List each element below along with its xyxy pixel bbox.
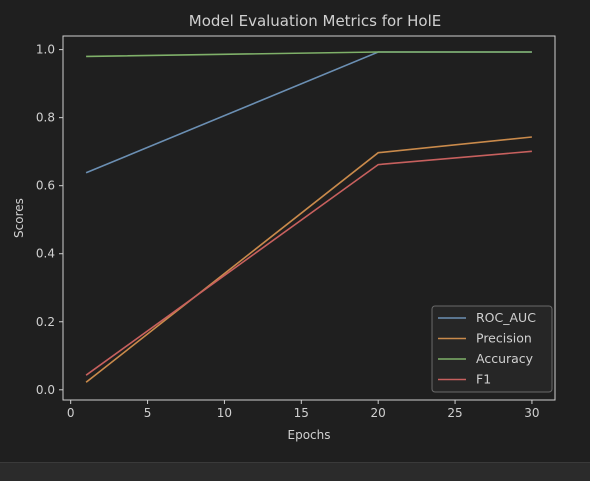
x-tick-label: 30 (524, 406, 539, 420)
y-tick-label: 0.8 (36, 111, 55, 125)
y-tick-label: 0.2 (36, 315, 55, 329)
x-tick-label: 15 (294, 406, 309, 420)
x-axis-label: Epochs (288, 428, 331, 442)
plot-frame (62, 35, 556, 401)
tick-layer: 0 5 10 15 20 25 30 0.0 0.2 0.4 0.6 0.8 1.0 (36, 43, 540, 420)
series-layer (85, 51, 532, 383)
chart-area: Model Evaluation Metrics for HolE Scores… (12, 12, 556, 442)
x-tick-label: 0 (67, 406, 75, 420)
legend: ROC_AUC Precision Accuracy F1 (431, 305, 553, 393)
y-tick-label: 0.4 (36, 247, 55, 261)
y-tick-label: 0.6 (36, 179, 55, 193)
y-axis-label: Scores (12, 198, 26, 238)
series-line-accuracy (86, 51, 532, 58)
bottom-panel-strip (0, 462, 590, 481)
legend-label: Accuracy (476, 351, 534, 366)
chart-title: Model Evaluation Metrics for HolE (189, 12, 441, 30)
y-tick-label: 1.0 (36, 43, 55, 57)
x-tick-label: 20 (371, 406, 386, 420)
x-tick-label: 5 (144, 406, 152, 420)
x-tick-label: 10 (217, 406, 232, 420)
legend-label: F1 (476, 372, 491, 387)
legend-box (431, 305, 553, 393)
line-chart: Model Evaluation Metrics for HolE Scores… (12, 12, 556, 442)
legend-label: Precision (476, 331, 532, 346)
legend-label: ROC_AUC (476, 310, 536, 325)
y-tick-label: 0.0 (36, 383, 55, 397)
series-line-roc-auc (85, 51, 532, 174)
series-line-f1 (85, 150, 532, 376)
x-tick-label: 25 (447, 406, 462, 420)
